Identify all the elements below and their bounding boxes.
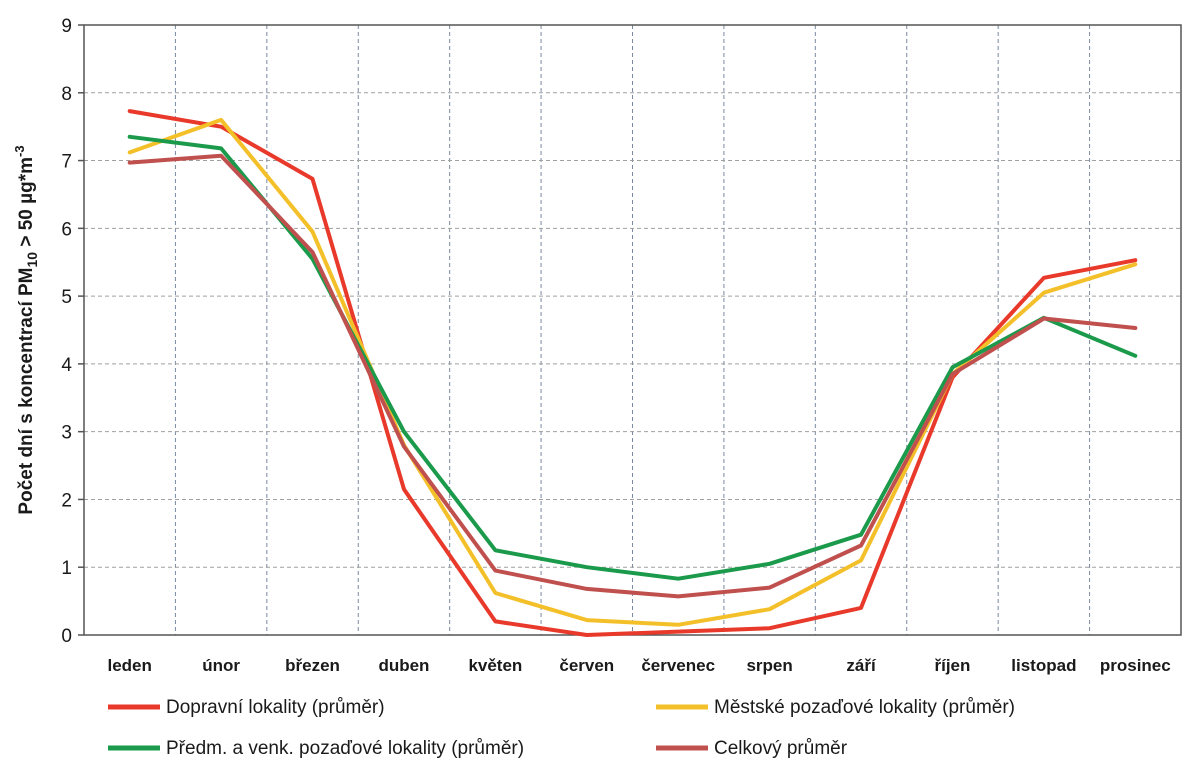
grid-lines <box>84 25 1181 635</box>
x-tick-label: srpen <box>746 656 792 675</box>
legend-label: Dopravní lokality (průměr) <box>166 697 385 718</box>
x-tick-label: duben <box>378 656 429 675</box>
y-axis-label: Počet dní s koncentrací PM10 > 50 µg*m-3 <box>12 145 40 514</box>
y-axis-label-prefix: Počet dní s koncentrací PM <box>16 267 37 514</box>
x-tick-label: listopad <box>1011 656 1076 675</box>
y-tick-label: 4 <box>61 355 72 376</box>
series-lines <box>127 109 1138 637</box>
y-axis-label-middle: > 50 µg*m <box>16 157 37 252</box>
x-tick-label: červen <box>559 656 614 675</box>
y-tick-label: 8 <box>61 84 72 105</box>
x-tick-label: únor <box>202 656 240 675</box>
y-axis-label-subscript: 10 <box>24 252 40 268</box>
series-line-3 <box>127 134 1138 581</box>
x-tick-label: březen <box>285 656 340 675</box>
legend-label: Celkový průměr <box>714 738 848 759</box>
x-axis-ticks: leden únor březen duben květen červen červenec… <box>108 656 1171 675</box>
y-tick-label: 1 <box>61 558 72 579</box>
y-tick-label: 6 <box>61 219 72 240</box>
y-tick-label: 5 <box>61 287 72 308</box>
x-tick-label: říjen <box>935 656 971 675</box>
x-tick-label: září <box>846 656 877 675</box>
x-tick-label: leden <box>108 656 152 675</box>
x-tick-label: prosinec <box>1100 656 1171 675</box>
y-tick-label: 2 <box>61 490 72 511</box>
y-tick-label: 9 <box>61 16 72 37</box>
y-axis-ticks: 0 1 2 3 4 5 6 7 8 9 <box>61 16 84 647</box>
x-tick-label: červenec <box>641 656 715 675</box>
series-line-4 <box>127 153 1138 599</box>
x-tick-label: květen <box>468 656 522 675</box>
legend-label: Předm. a venk. pozaďové lokality (průměr… <box>166 738 524 759</box>
y-tick-label: 7 <box>61 152 72 173</box>
y-tick-label: 0 <box>61 626 72 647</box>
legend-label: Městské pozaďové lokality (průměr) <box>714 697 1015 718</box>
legend: Dopravní lokality (průměr) Městské pozaďo… <box>108 697 1015 759</box>
y-axis-label-superscript: -3 <box>12 145 27 157</box>
y-tick-label: 3 <box>61 423 72 444</box>
